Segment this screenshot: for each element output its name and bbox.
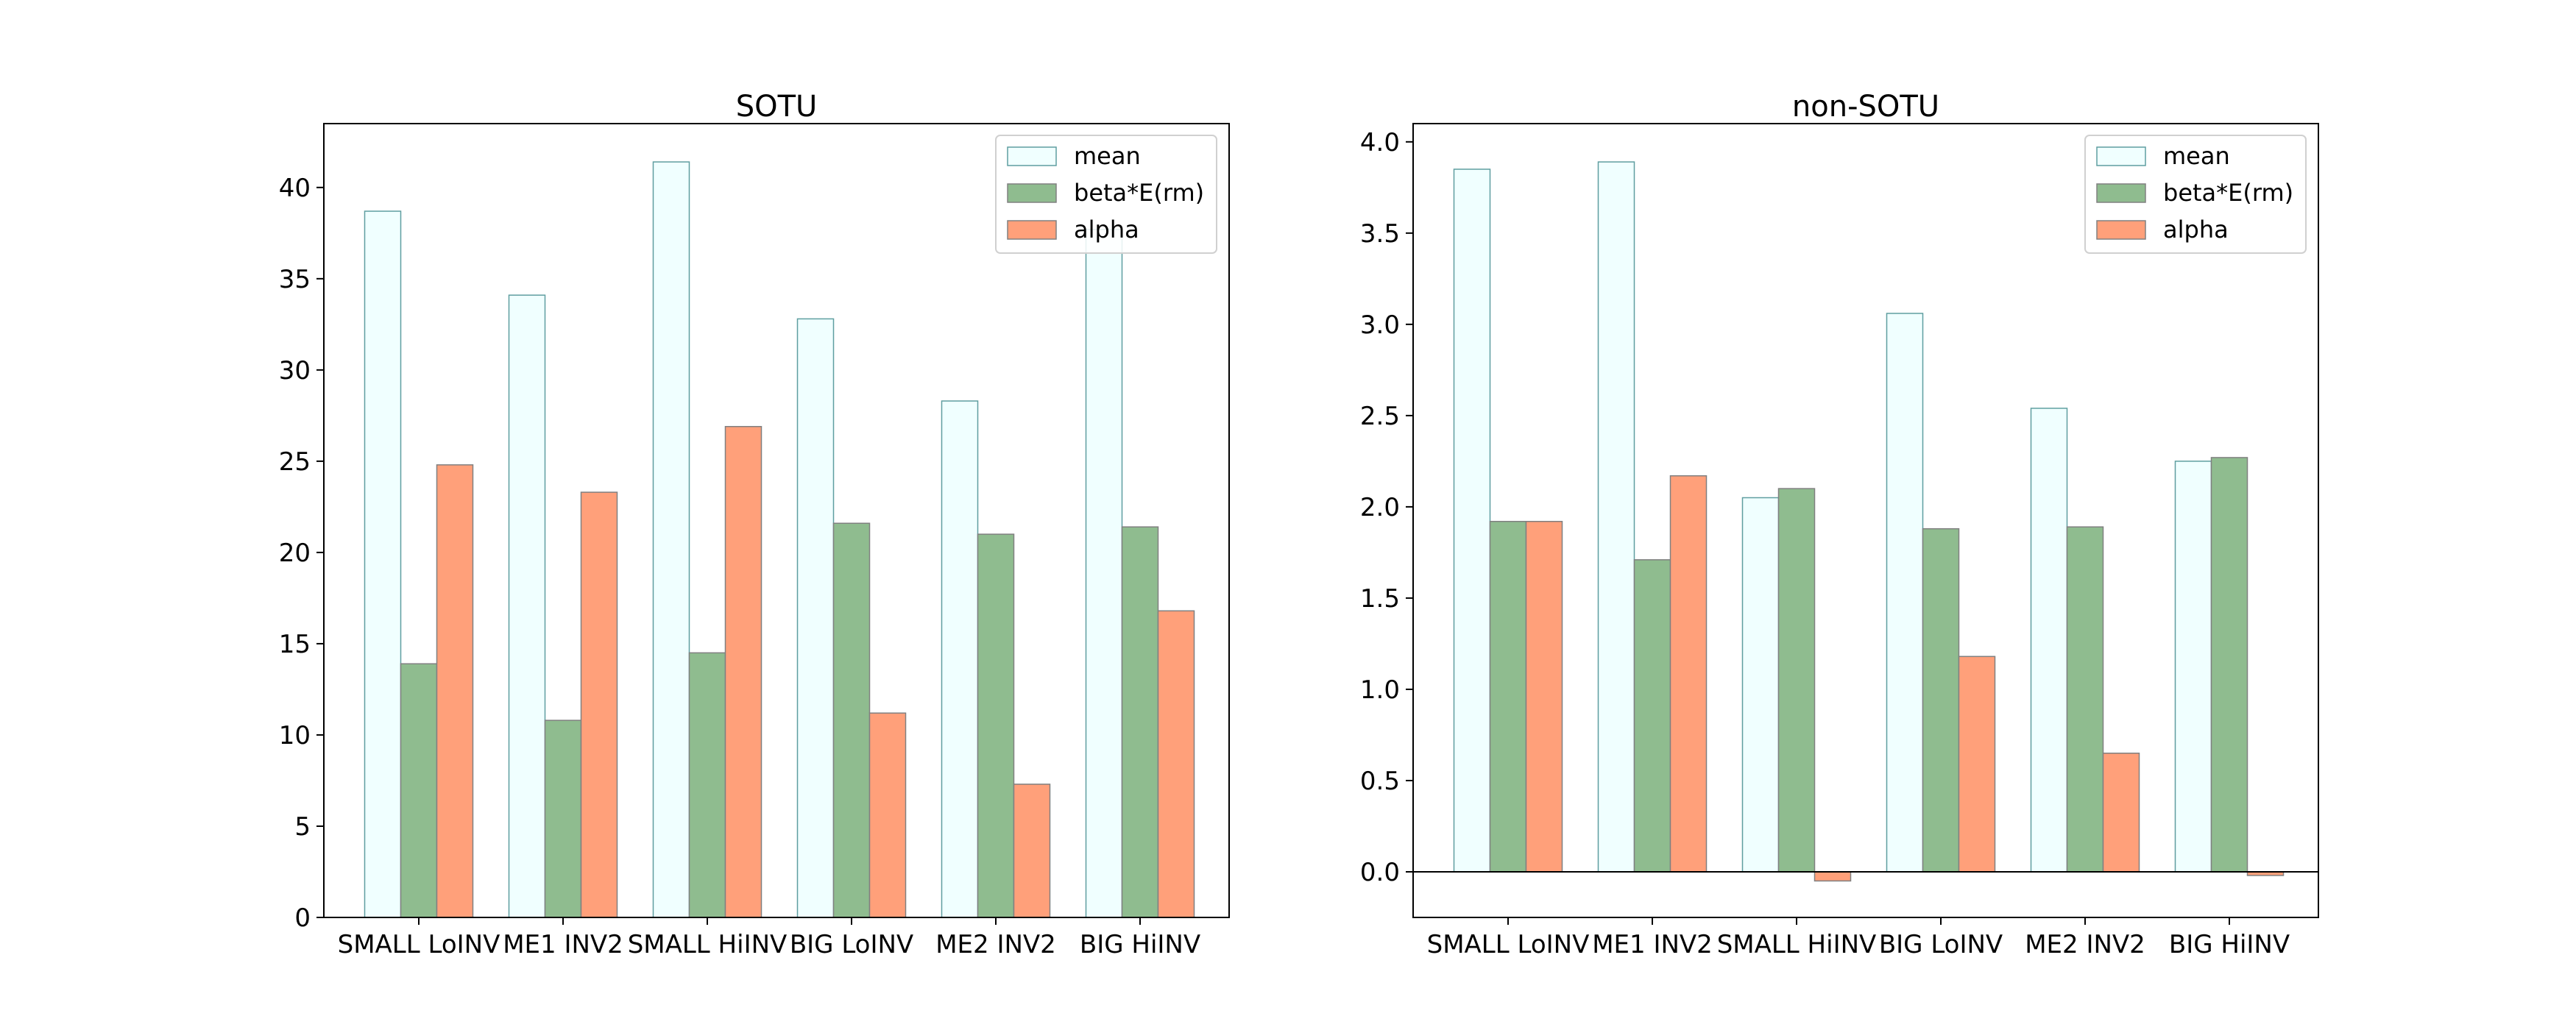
plot-frame bbox=[323, 123, 1230, 918]
bar-mean-1 bbox=[1597, 161, 1635, 873]
bar-alpha-4 bbox=[2102, 753, 2140, 873]
bar-mean-0 bbox=[1453, 168, 1491, 873]
y-tick-label: 0.0 bbox=[1360, 858, 1400, 887]
legend-swatch bbox=[2096, 220, 2146, 240]
legend-label: alpha bbox=[1074, 216, 1139, 244]
bar-beta-e-rm--1 bbox=[544, 720, 582, 918]
bar-alpha-2 bbox=[724, 426, 762, 918]
y-tick-label: 5 bbox=[294, 812, 311, 842]
x-tick-label: SMALL LoINV bbox=[1427, 930, 1590, 959]
bar-alpha-3 bbox=[868, 712, 907, 918]
bar-beta-e-rm--1 bbox=[1633, 559, 1671, 873]
bar-mean-4 bbox=[2030, 408, 2068, 873]
legend-label: mean bbox=[1074, 142, 1141, 170]
bar-beta-e-rm--0 bbox=[400, 663, 438, 918]
y-tick-label: 3.5 bbox=[1360, 219, 1400, 249]
bar-mean-5 bbox=[2174, 461, 2212, 873]
bar-alpha-2 bbox=[1814, 871, 1852, 882]
y-tick-label: 2.0 bbox=[1360, 493, 1400, 522]
bar-alpha-0 bbox=[1525, 520, 1563, 873]
legend-swatch bbox=[2096, 183, 2146, 203]
y-tick-label: 4.0 bbox=[1360, 128, 1400, 157]
x-tick-label: ME1 INV2 bbox=[1592, 930, 1713, 959]
y-tick-label: 25 bbox=[279, 447, 311, 477]
x-tick-label: BIG HiINV bbox=[2169, 930, 2290, 959]
bar-alpha-1 bbox=[580, 491, 618, 918]
bar-alpha-1 bbox=[1669, 475, 1708, 873]
bar-beta-e-rm--2 bbox=[1777, 488, 1816, 873]
bar-alpha-3 bbox=[1958, 656, 1996, 873]
x-tick-label: ME2 INV2 bbox=[2025, 930, 2145, 959]
legend-swatch bbox=[1007, 183, 1057, 203]
y-tick-label: 30 bbox=[279, 356, 311, 386]
bar-alpha-0 bbox=[436, 464, 474, 918]
bar-mean-3 bbox=[1886, 313, 1924, 873]
x-tick-label: ME1 INV2 bbox=[503, 930, 623, 959]
y-tick-label: 40 bbox=[279, 174, 311, 203]
legend-swatch bbox=[2096, 146, 2146, 166]
bar-mean-2 bbox=[1741, 497, 1780, 873]
y-tick-label: 10 bbox=[279, 721, 311, 750]
chart-title: SOTU bbox=[736, 90, 818, 124]
y-tick-label: 1.5 bbox=[1360, 584, 1400, 614]
bar-beta-e-rm--4 bbox=[2066, 526, 2104, 873]
bar-mean-4 bbox=[941, 400, 979, 918]
x-tick-label: BIG LoINV bbox=[1879, 930, 2003, 959]
legend-label: mean bbox=[2163, 142, 2230, 170]
x-tick-label: SMALL HiINV bbox=[1717, 930, 1877, 959]
x-tick-label: ME2 INV2 bbox=[935, 930, 1056, 959]
legend-label: beta*E(rm) bbox=[1074, 179, 1204, 207]
bar-mean-2 bbox=[652, 161, 690, 918]
bar-beta-e-rm--4 bbox=[977, 533, 1015, 918]
y-tick-label: 0.5 bbox=[1360, 767, 1400, 796]
bar-mean-1 bbox=[508, 294, 546, 918]
y-tick-label: 1.0 bbox=[1360, 675, 1400, 705]
bar-beta-e-rm--5 bbox=[2210, 457, 2248, 873]
y-tick-label: 15 bbox=[279, 630, 311, 659]
legend: mean beta*E(rm) alpha bbox=[2084, 135, 2307, 254]
chart-title: non-SOTU bbox=[1792, 90, 1939, 124]
y-tick-label: 35 bbox=[279, 265, 311, 294]
legend-swatch bbox=[1007, 220, 1057, 240]
y-tick-label: 3.0 bbox=[1360, 310, 1400, 340]
bar-alpha-5 bbox=[1157, 610, 1195, 918]
x-tick-label: SMALL HiINV bbox=[628, 930, 788, 959]
bar-beta-e-rm--2 bbox=[688, 652, 726, 918]
legend: mean beta*E(rm) alpha bbox=[995, 135, 1217, 254]
chart-panel-non-sotu: non-SOTU SMALL LoINV ME1 INV2 SMALL HiINV B… bbox=[1360, 90, 2319, 959]
chart-panel-sotu: SOTU SMALL LoINV ME1 INV2 SMALL HiINV BIG L… bbox=[279, 90, 1230, 959]
x-tick-label: BIG LoINV bbox=[790, 930, 913, 959]
x-tick-label: BIG HiINV bbox=[1080, 930, 1200, 959]
plot-frame bbox=[1412, 123, 2319, 918]
bar-alpha-4 bbox=[1013, 784, 1051, 918]
legend-label: beta*E(rm) bbox=[2163, 179, 2293, 207]
bar-mean-5 bbox=[1085, 229, 1123, 918]
legend-swatch bbox=[1007, 146, 1057, 166]
y-tick-label: 0 bbox=[294, 903, 311, 933]
y-tick-label: 20 bbox=[279, 539, 311, 568]
bar-mean-3 bbox=[796, 318, 835, 918]
x-tick-label: SMALL LoINV bbox=[338, 930, 500, 959]
bar-mean-0 bbox=[364, 210, 402, 918]
bar-beta-e-rm--0 bbox=[1489, 520, 1527, 873]
legend-label: alpha bbox=[2163, 216, 2229, 244]
bar-beta-e-rm--3 bbox=[832, 522, 871, 918]
bar-beta-e-rm--5 bbox=[1121, 526, 1159, 918]
bar-beta-e-rm--3 bbox=[1922, 528, 1960, 873]
y-tick-label: 2.5 bbox=[1360, 402, 1400, 431]
